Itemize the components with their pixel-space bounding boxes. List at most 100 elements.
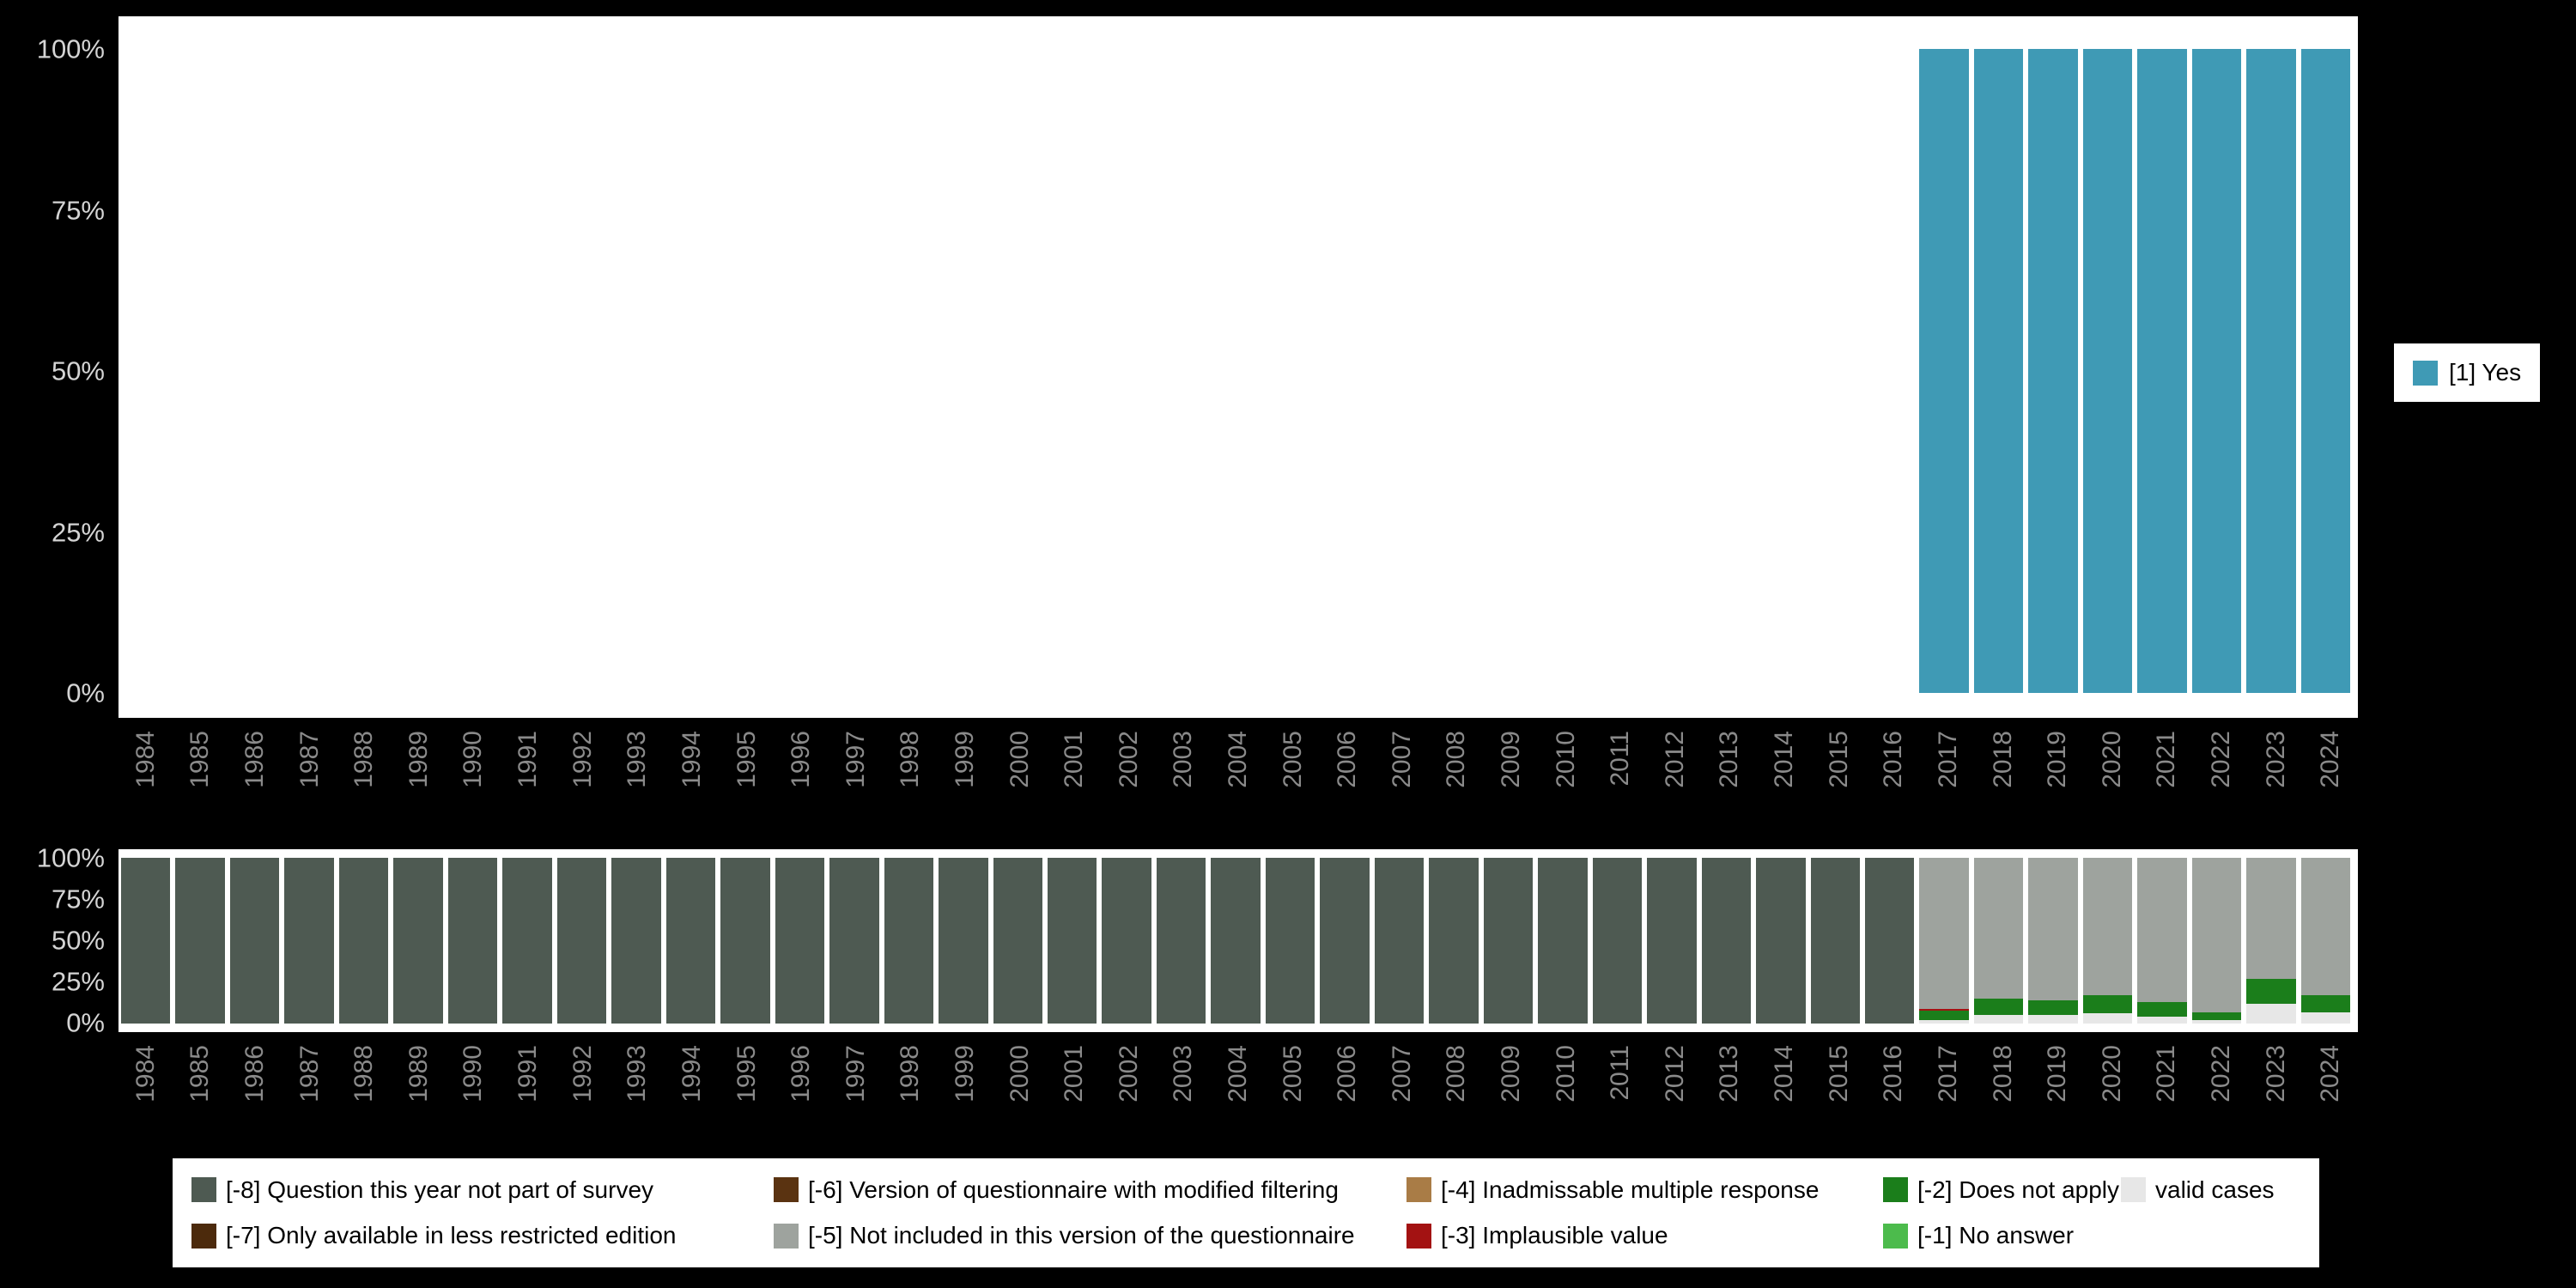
bar-segment: [1973, 1015, 2024, 1024]
bar-2022: [2190, 49, 2244, 693]
bar-1986: [228, 49, 282, 693]
x-tick-slot: 1989: [392, 731, 447, 827]
legend-item-label: [-6] Version of questionnaire with modif…: [808, 1176, 1339, 1203]
x-tick-label: 2018: [1988, 1045, 2017, 1103]
bar-2024: [2299, 49, 2353, 693]
x-tick-slot: 2012: [1648, 1045, 1703, 1141]
bar-segment: [1156, 858, 1206, 1024]
x-tick-slot: 2007: [1375, 731, 1430, 827]
bottom-chart-bars: [118, 858, 2353, 1024]
x-tick-slot: 2005: [1266, 731, 1321, 827]
y-tick-label: 0%: [66, 677, 105, 708]
x-tick-slot: 2021: [2140, 1045, 2195, 1141]
bar-2015: [1808, 49, 1862, 693]
x-tick-label: 2002: [1114, 1045, 1143, 1103]
bar-2018: [1971, 858, 2026, 1024]
bar-segment: [1102, 858, 1151, 1024]
x-tick-label: 2016: [1879, 731, 1908, 788]
x-tick-label: 2001: [1060, 1045, 1089, 1103]
x-tick-slot: 2024: [2303, 731, 2358, 827]
x-tick-slot: 1985: [173, 1045, 228, 1141]
x-tick-slot: 2016: [1867, 1045, 1922, 1141]
bar-segment: [1429, 858, 1479, 1024]
x-tick-label: 2003: [1169, 1045, 1198, 1103]
x-tick-label: 2021: [2152, 731, 2181, 788]
bar-segment: [2028, 1015, 2078, 1024]
x-tick-slot: 1988: [337, 1045, 392, 1141]
x-tick-label: 2021: [2152, 1045, 2181, 1103]
x-tick-label: 1995: [732, 731, 761, 788]
bar-2005: [1263, 858, 1317, 1024]
x-tick-label: 2014: [1770, 731, 1799, 788]
x-tick-label: 1985: [185, 731, 215, 788]
bar-segment: [2300, 49, 2351, 693]
bar-segment: [1701, 858, 1752, 1024]
x-tick-label: 2008: [1442, 731, 1471, 788]
bar-2013: [1699, 49, 1753, 693]
legend-swatch: [191, 1223, 216, 1249]
bar-segment: [393, 858, 443, 1024]
legend-swatch: [1883, 1177, 1908, 1203]
bar-2009: [1481, 858, 1535, 1024]
bar-2021: [2135, 858, 2189, 1024]
x-tick-label: 2024: [2316, 1045, 2345, 1103]
bar-1997: [827, 49, 881, 693]
x-tick-label: 1989: [404, 1045, 433, 1103]
x-tick-label: 1991: [513, 1045, 543, 1103]
bar-1999: [936, 49, 990, 693]
top-chart-x-axis: 1984 1985 1986 1987 1988 1989 1990 1991 1992 1993…: [118, 731, 2358, 827]
x-tick-slot: 2022: [2194, 1045, 2249, 1141]
x-tick-slot: 2001: [1047, 731, 1102, 827]
bar-2019: [2026, 858, 2080, 1024]
bar-segment: [1810, 858, 1860, 1024]
bar-2012: [1644, 858, 1698, 1024]
bar-segment: [720, 858, 770, 1024]
bar-segment: [2028, 1000, 2078, 1016]
x-tick-label: 2009: [1497, 731, 1526, 788]
x-tick-label: 1995: [732, 1045, 761, 1103]
x-tick-label: 2005: [1278, 731, 1307, 788]
bar-1994: [664, 49, 718, 693]
x-tick-slot: 2009: [1484, 731, 1539, 827]
bar-segment: [2028, 49, 2078, 693]
bar-1994: [664, 858, 718, 1024]
y-tick-label: 0%: [66, 1007, 105, 1038]
x-tick-label: 1999: [950, 731, 979, 788]
bar-segment: [2191, 858, 2242, 1012]
bar-2019: [2026, 49, 2080, 693]
x-tick-label: 2005: [1278, 1045, 1307, 1103]
legend-item: [-6] Version of questionnaire with modif…: [774, 1176, 1406, 1204]
bar-segment: [1919, 858, 1969, 1009]
bar-segment: [2300, 995, 2351, 1012]
bar-segment: [1919, 1010, 1969, 1021]
x-tick-label: 2000: [1005, 1045, 1034, 1103]
bar-segment: [1265, 858, 1315, 1024]
x-tick-slot: 2006: [1320, 1045, 1375, 1141]
bar-2006: [1317, 858, 1371, 1024]
bar-1998: [882, 858, 936, 1024]
bar-segment: [1919, 49, 1969, 693]
bar-1992: [555, 49, 609, 693]
x-tick-slot: 2019: [2030, 731, 2085, 827]
x-tick-slot: 2008: [1430, 731, 1485, 827]
legend-swatch: [1883, 1223, 1908, 1249]
bar-segment: [611, 858, 661, 1024]
x-tick-label: 1997: [841, 731, 870, 788]
x-tick-label: 1998: [896, 731, 925, 788]
bar-2001: [1045, 858, 1099, 1024]
bar-2021: [2135, 49, 2189, 693]
bar-segment: [1320, 858, 1370, 1024]
bar-1992: [555, 858, 609, 1024]
legend-item-label: [-7] Only available in less restricted e…: [226, 1222, 677, 1249]
bar-segment: [175, 858, 225, 1024]
bar-segment: [1865, 858, 1915, 1024]
x-tick-label: 1996: [787, 731, 816, 788]
x-tick-slot: 2017: [1921, 731, 1976, 827]
x-tick-label: 1998: [896, 1045, 925, 1103]
x-tick-slot: 1988: [337, 731, 392, 827]
x-tick-slot: 2000: [993, 731, 1048, 827]
legend-swatch-yes: [2413, 360, 2438, 386]
x-tick-slot: 2021: [2140, 731, 2195, 827]
x-tick-label: 1989: [404, 731, 433, 788]
x-tick-slot: 1998: [884, 1045, 939, 1141]
